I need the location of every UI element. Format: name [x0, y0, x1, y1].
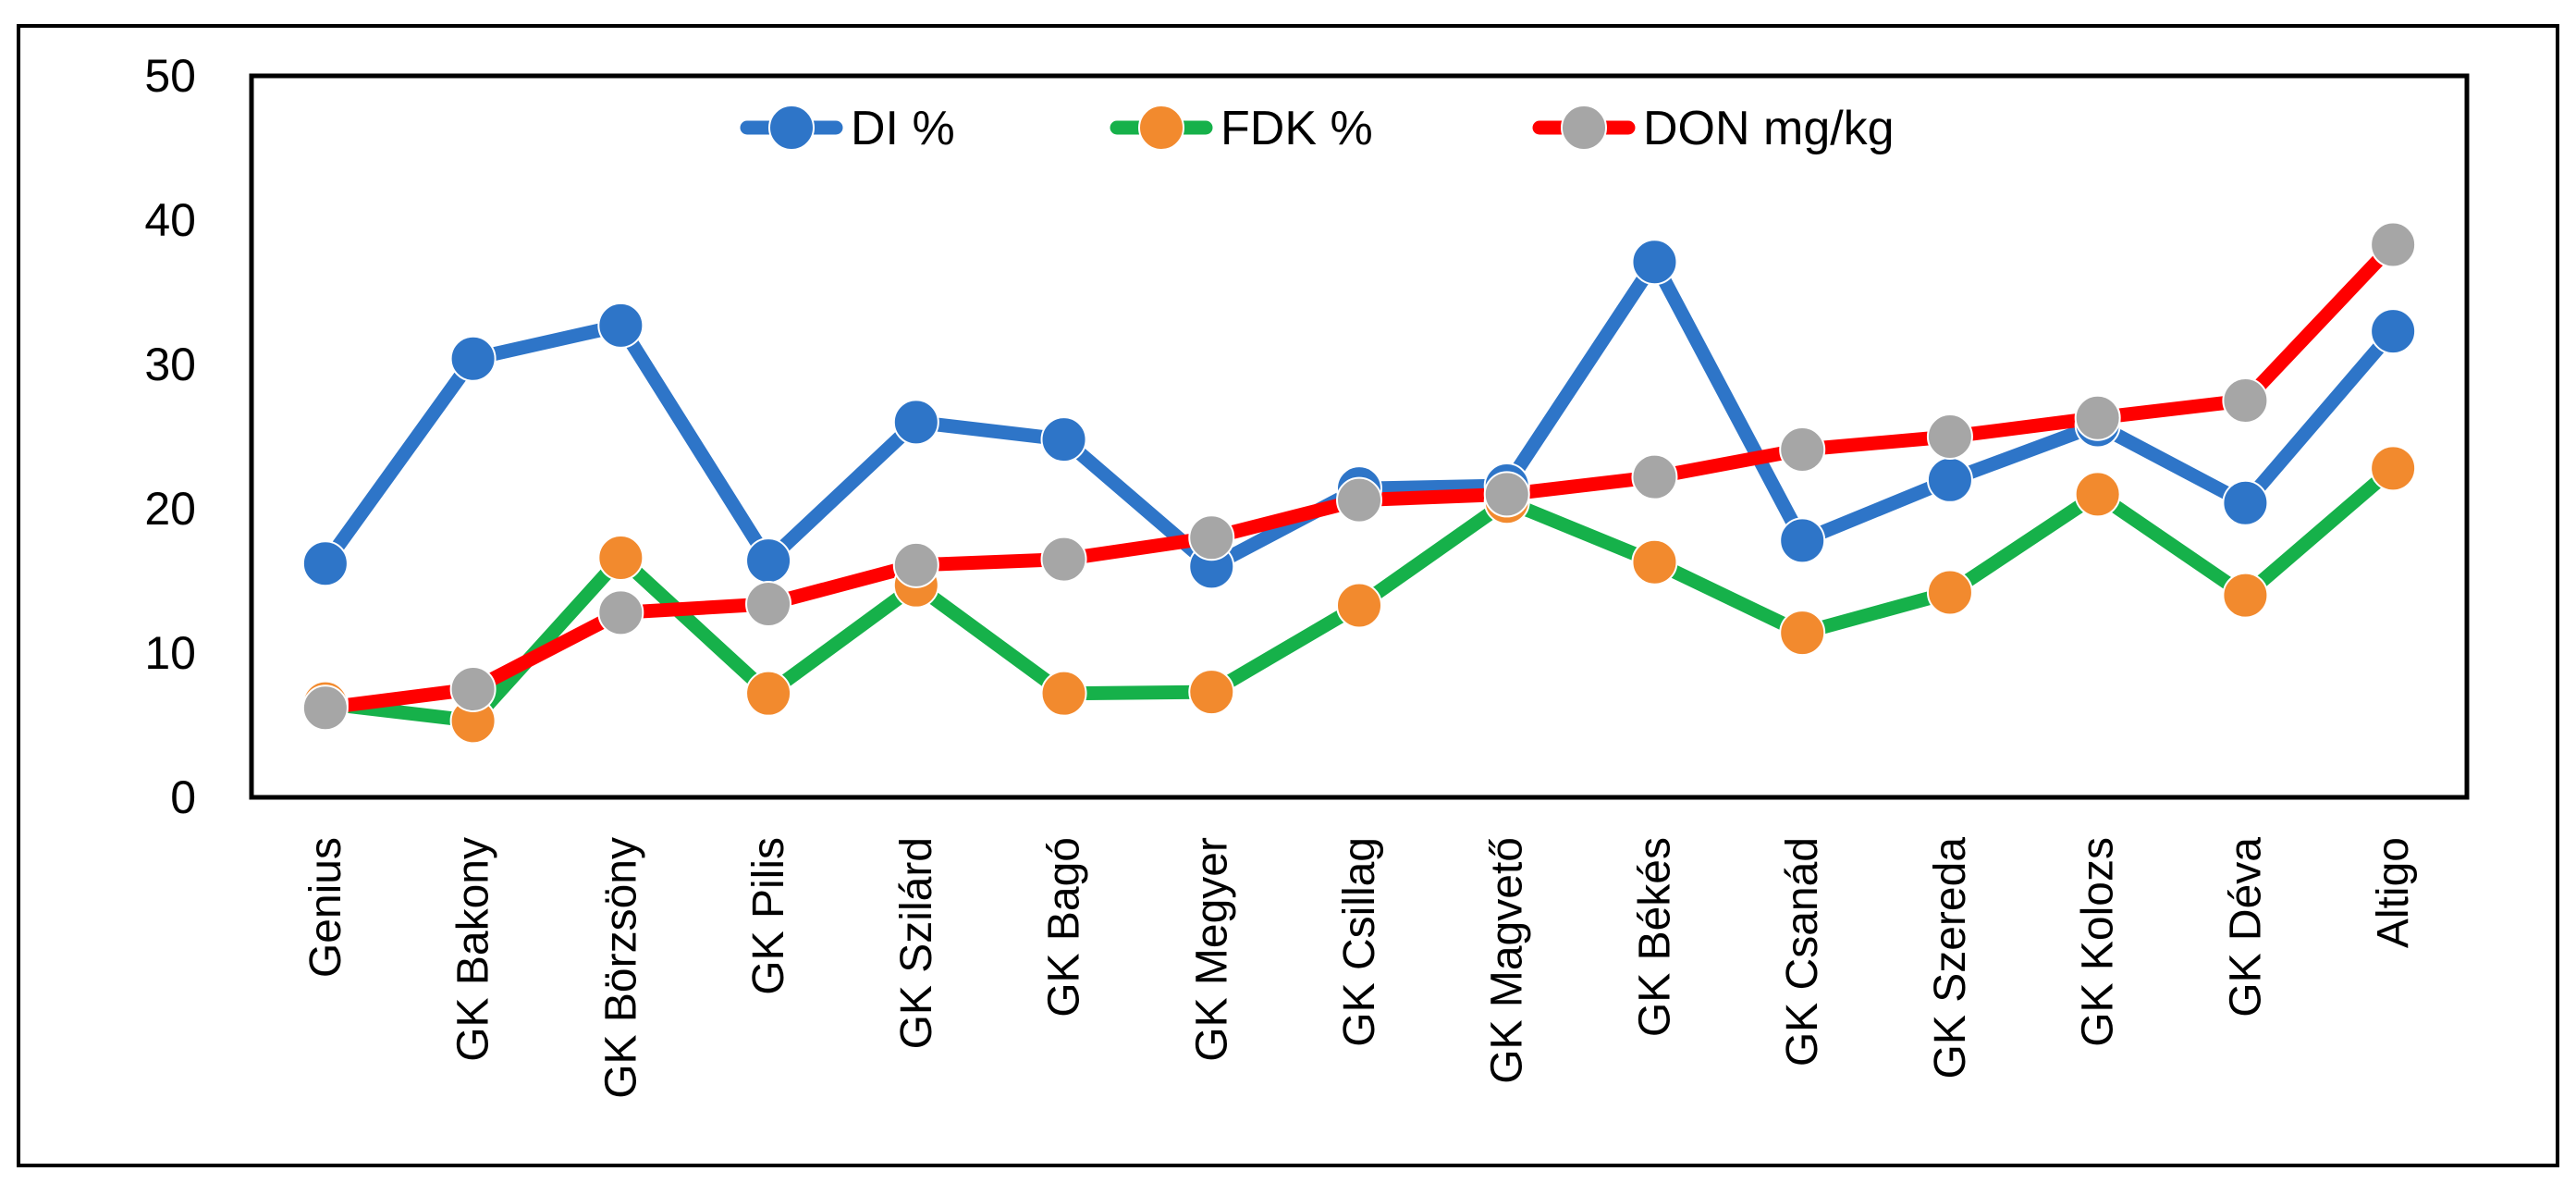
- data-point-di-gk-deva: [2222, 479, 2269, 526]
- legend-label-di: DI %: [851, 102, 955, 155]
- data-point-fdk-altigo: [2370, 445, 2417, 492]
- data-point-fdk-gk-deva: [2222, 572, 2269, 619]
- data-point-fdk-gk-kolozs: [2074, 471, 2121, 518]
- x-tick-label-gk-bakony: GK Bakony: [449, 837, 498, 1062]
- x-tick-label-genius: Genius: [301, 837, 350, 978]
- x-tick-label-gk-csanad: GK Csanád: [1778, 837, 1827, 1067]
- data-point-don-mg-kg-gk-megyer: [1188, 514, 1235, 561]
- data-point-fdk-gk-bekes: [1631, 538, 1678, 586]
- data-point-fdk-gk-borzsony: [597, 535, 644, 582]
- data-point-di-gk-bago: [1040, 416, 1087, 463]
- data-point-fdk-gk-szereda: [1926, 569, 1973, 616]
- plot-area-frame: [249, 73, 2470, 800]
- data-point-di-gk-szilard: [892, 399, 939, 446]
- x-tick-label-gk-bekes: GK Békés: [1630, 837, 1679, 1037]
- y-tick-label-50: 50: [144, 50, 196, 102]
- data-point-di-altigo: [2370, 308, 2417, 355]
- y-tick-label-30: 30: [144, 339, 196, 390]
- data-point-don-mg-kg-gk-bago: [1040, 536, 1087, 583]
- data-point-fdk-gk-pilis: [745, 670, 792, 717]
- data-point-don-mg-kg-genius: [301, 684, 349, 732]
- data-point-di-gk-pilis: [745, 537, 792, 585]
- data-point-fdk-gk-bago: [1040, 670, 1087, 717]
- legend-marker-fdk: [1138, 105, 1184, 151]
- data-point-di-gk-bakony: [449, 335, 497, 382]
- y-axis: 0 10 20 30 40 50: [144, 50, 196, 823]
- data-point-don-mg-kg-gk-bekes: [1631, 453, 1678, 500]
- data-point-don-mg-kg-gk-csanad: [1779, 426, 1826, 474]
- y-tick-label-10: 10: [144, 627, 196, 679]
- x-tick-label-gk-bago: GK Bagó: [1040, 837, 1089, 1017]
- x-tick-label-gk-magveto: GK Magvető: [1483, 837, 1532, 1084]
- x-tick-label-gk-szereda: GK Szereda: [1926, 837, 1975, 1079]
- data-point-fdk-gk-csillag: [1336, 582, 1382, 629]
- data-point-di-gk-bekes: [1631, 239, 1678, 286]
- x-tick-label-gk-csillag: GK Csillag: [1335, 837, 1384, 1047]
- y-tick-label-40: 40: [144, 194, 196, 246]
- legend-marker-don-mg-kg: [1561, 105, 1607, 151]
- x-tick-label-gk-megyer: GK Megyer: [1187, 837, 1236, 1062]
- data-point-don-mg-kg-gk-kolozs: [2074, 394, 2121, 441]
- series-markers: [301, 221, 2417, 745]
- data-point-don-mg-kg-gk-csillag: [1336, 476, 1382, 524]
- x-axis: Genius GK Bakony GK Börzsöny GK Pilis GK Szi…: [301, 837, 2418, 1099]
- data-point-don-mg-kg-gk-borzsony: [597, 589, 644, 636]
- x-tick-label-gk-szilard: GK Szilárd: [892, 837, 941, 1049]
- y-tick-label-0: 0: [170, 771, 196, 823]
- x-tick-label-altigo: Altigo: [2369, 837, 2418, 948]
- x-tick-label-gk-borzsony: GK Börzsöny: [596, 837, 645, 1099]
- data-point-di-gk-borzsony: [597, 302, 644, 349]
- data-point-fdk-gk-csanad: [1779, 610, 1826, 657]
- y-tick-label-20: 20: [144, 483, 196, 535]
- legend-marker-di: [768, 105, 815, 151]
- x-tick-label-gk-pilis: GK Pilis: [744, 837, 793, 995]
- data-point-don-mg-kg-gk-szereda: [1926, 413, 1973, 460]
- legend-label-don-mg-kg: DON mg/kg: [1643, 102, 1895, 155]
- data-point-don-mg-kg-gk-deva: [2222, 377, 2269, 424]
- data-point-di-genius: [301, 540, 349, 587]
- data-point-di-gk-csanad: [1779, 517, 1826, 564]
- data-point-don-mg-kg-gk-szilard: [892, 541, 939, 588]
- data-point-don-mg-kg-gk-bakony: [449, 666, 497, 712]
- data-point-fdk-gk-megyer: [1188, 669, 1235, 716]
- legend-label-fdk: FDK %: [1221, 102, 1373, 155]
- x-tick-label-gk-kolozs: GK Kolozs: [2074, 837, 2123, 1047]
- data-point-don-mg-kg-gk-magveto: [1483, 471, 1530, 518]
- data-point-don-mg-kg-altigo: [2370, 221, 2417, 268]
- x-tick-label-gk-deva: GK Déva: [2221, 837, 2270, 1017]
- data-point-don-mg-kg-gk-pilis: [745, 580, 792, 627]
- data-point-di-gk-szereda: [1926, 456, 1973, 503]
- legend: DI % FDK % DON mg/kg: [740, 102, 1895, 155]
